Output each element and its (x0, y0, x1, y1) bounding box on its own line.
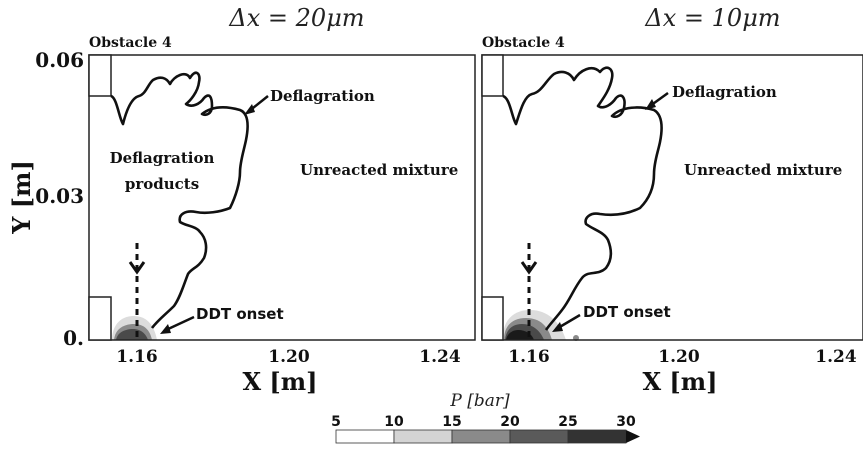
panel-1-obstacle-bottom (88, 296, 112, 341)
x-tick-label: 1.16 (116, 347, 157, 367)
panel-1-obstacle-label: Obstacle 4 (89, 35, 172, 51)
colorbar-swatch (451, 429, 511, 444)
colorbar-swatch (393, 429, 453, 444)
panel-1-ddt-arrow (165, 315, 195, 332)
panel-1-x-axis-label: X [m] (242, 367, 317, 396)
panel-2-ddt-label: DDT onset (583, 303, 671, 321)
panel-2-pressure-contour (502, 310, 579, 341)
panel-1-products-label-line2: products (125, 175, 199, 193)
colorbar-tick-label: 5 (331, 414, 341, 430)
colorbar-swatch (567, 429, 627, 444)
colorbar-tick-label: 15 (442, 414, 461, 430)
colorbar-tick-label: 25 (558, 414, 577, 430)
panel-2-unreacted-label: Unreacted mixture (684, 161, 842, 179)
x-tick-label: 1.20 (658, 347, 700, 367)
colorbar-swatch (509, 429, 569, 444)
panel-2-title: Δx = 10μm (644, 4, 780, 32)
colorbar-swatch (335, 429, 395, 444)
colorbar-tick-labels: 5 10 15 20 25 30 (331, 414, 636, 430)
panel-2-chevron-icon (520, 261, 538, 275)
y-tick-label: 0. (63, 326, 84, 350)
panel-1-title: Δx = 20μm (228, 4, 364, 32)
panel-2-x-axis-label: X [m] (642, 367, 717, 396)
panel-1-unreacted-label: Unreacted mixture (300, 161, 458, 179)
panel-1-deflagration-arrowhead-icon (244, 104, 255, 115)
panel-1-frame (88, 54, 476, 341)
panel-2-deflagration-arrowhead-icon (645, 99, 656, 110)
panel-1-chevron-icon (128, 261, 146, 275)
y-tick-label: 0.03 (35, 184, 84, 208)
panel-2-ddt-arrowhead-icon (552, 322, 563, 332)
y-axis-label: Y [m] (7, 160, 36, 235)
y-tick-label: 0.06 (35, 48, 84, 72)
colorbar: P [bar] 5 10 15 20 25 30 (331, 391, 640, 444)
panel-1-ddt-arrowhead-icon (160, 324, 171, 334)
panel-1-deflagration-label: Deflagration (270, 87, 375, 105)
x-tick-label: 1.24 (815, 347, 857, 367)
panel-2-ddt-arrow (557, 313, 581, 330)
panel-1-pressure-contour (112, 316, 157, 340)
x-tick-label: 1.16 (508, 347, 549, 367)
panel-2-frame (481, 54, 863, 341)
panel-1-products-label-line1: Deflagration (110, 149, 215, 167)
x-tick-label: 1.20 (268, 347, 310, 367)
colorbar-tick-label: 30 (616, 414, 636, 430)
panel-2-obstacle-bottom (481, 296, 504, 341)
colorbar-swatches (335, 429, 640, 444)
colorbar-arrow-icon (626, 430, 640, 443)
x-tick-label: 1.24 (419, 347, 461, 367)
colorbar-tick-label: 10 (384, 414, 404, 430)
panel-1: Deflagration Deflagration products Unrea… (88, 54, 476, 396)
panel-2-deflagration-label: Deflagration (672, 83, 777, 101)
panel-2-obstacle-top (481, 54, 504, 97)
panel-2: Deflagration Unreacted mixture DDT onset… (481, 54, 863, 396)
panel-2-obstacle-label: Obstacle 4 (482, 35, 565, 51)
panel-2-flame-front (502, 66, 663, 331)
panel-1-ddt-label: DDT onset (196, 305, 284, 323)
colorbar-tick-label: 20 (500, 414, 520, 430)
panel-1-obstacle-top (88, 54, 112, 97)
panel-1-flame-front (110, 71, 249, 329)
colorbar-title: P [bar] (449, 391, 510, 411)
